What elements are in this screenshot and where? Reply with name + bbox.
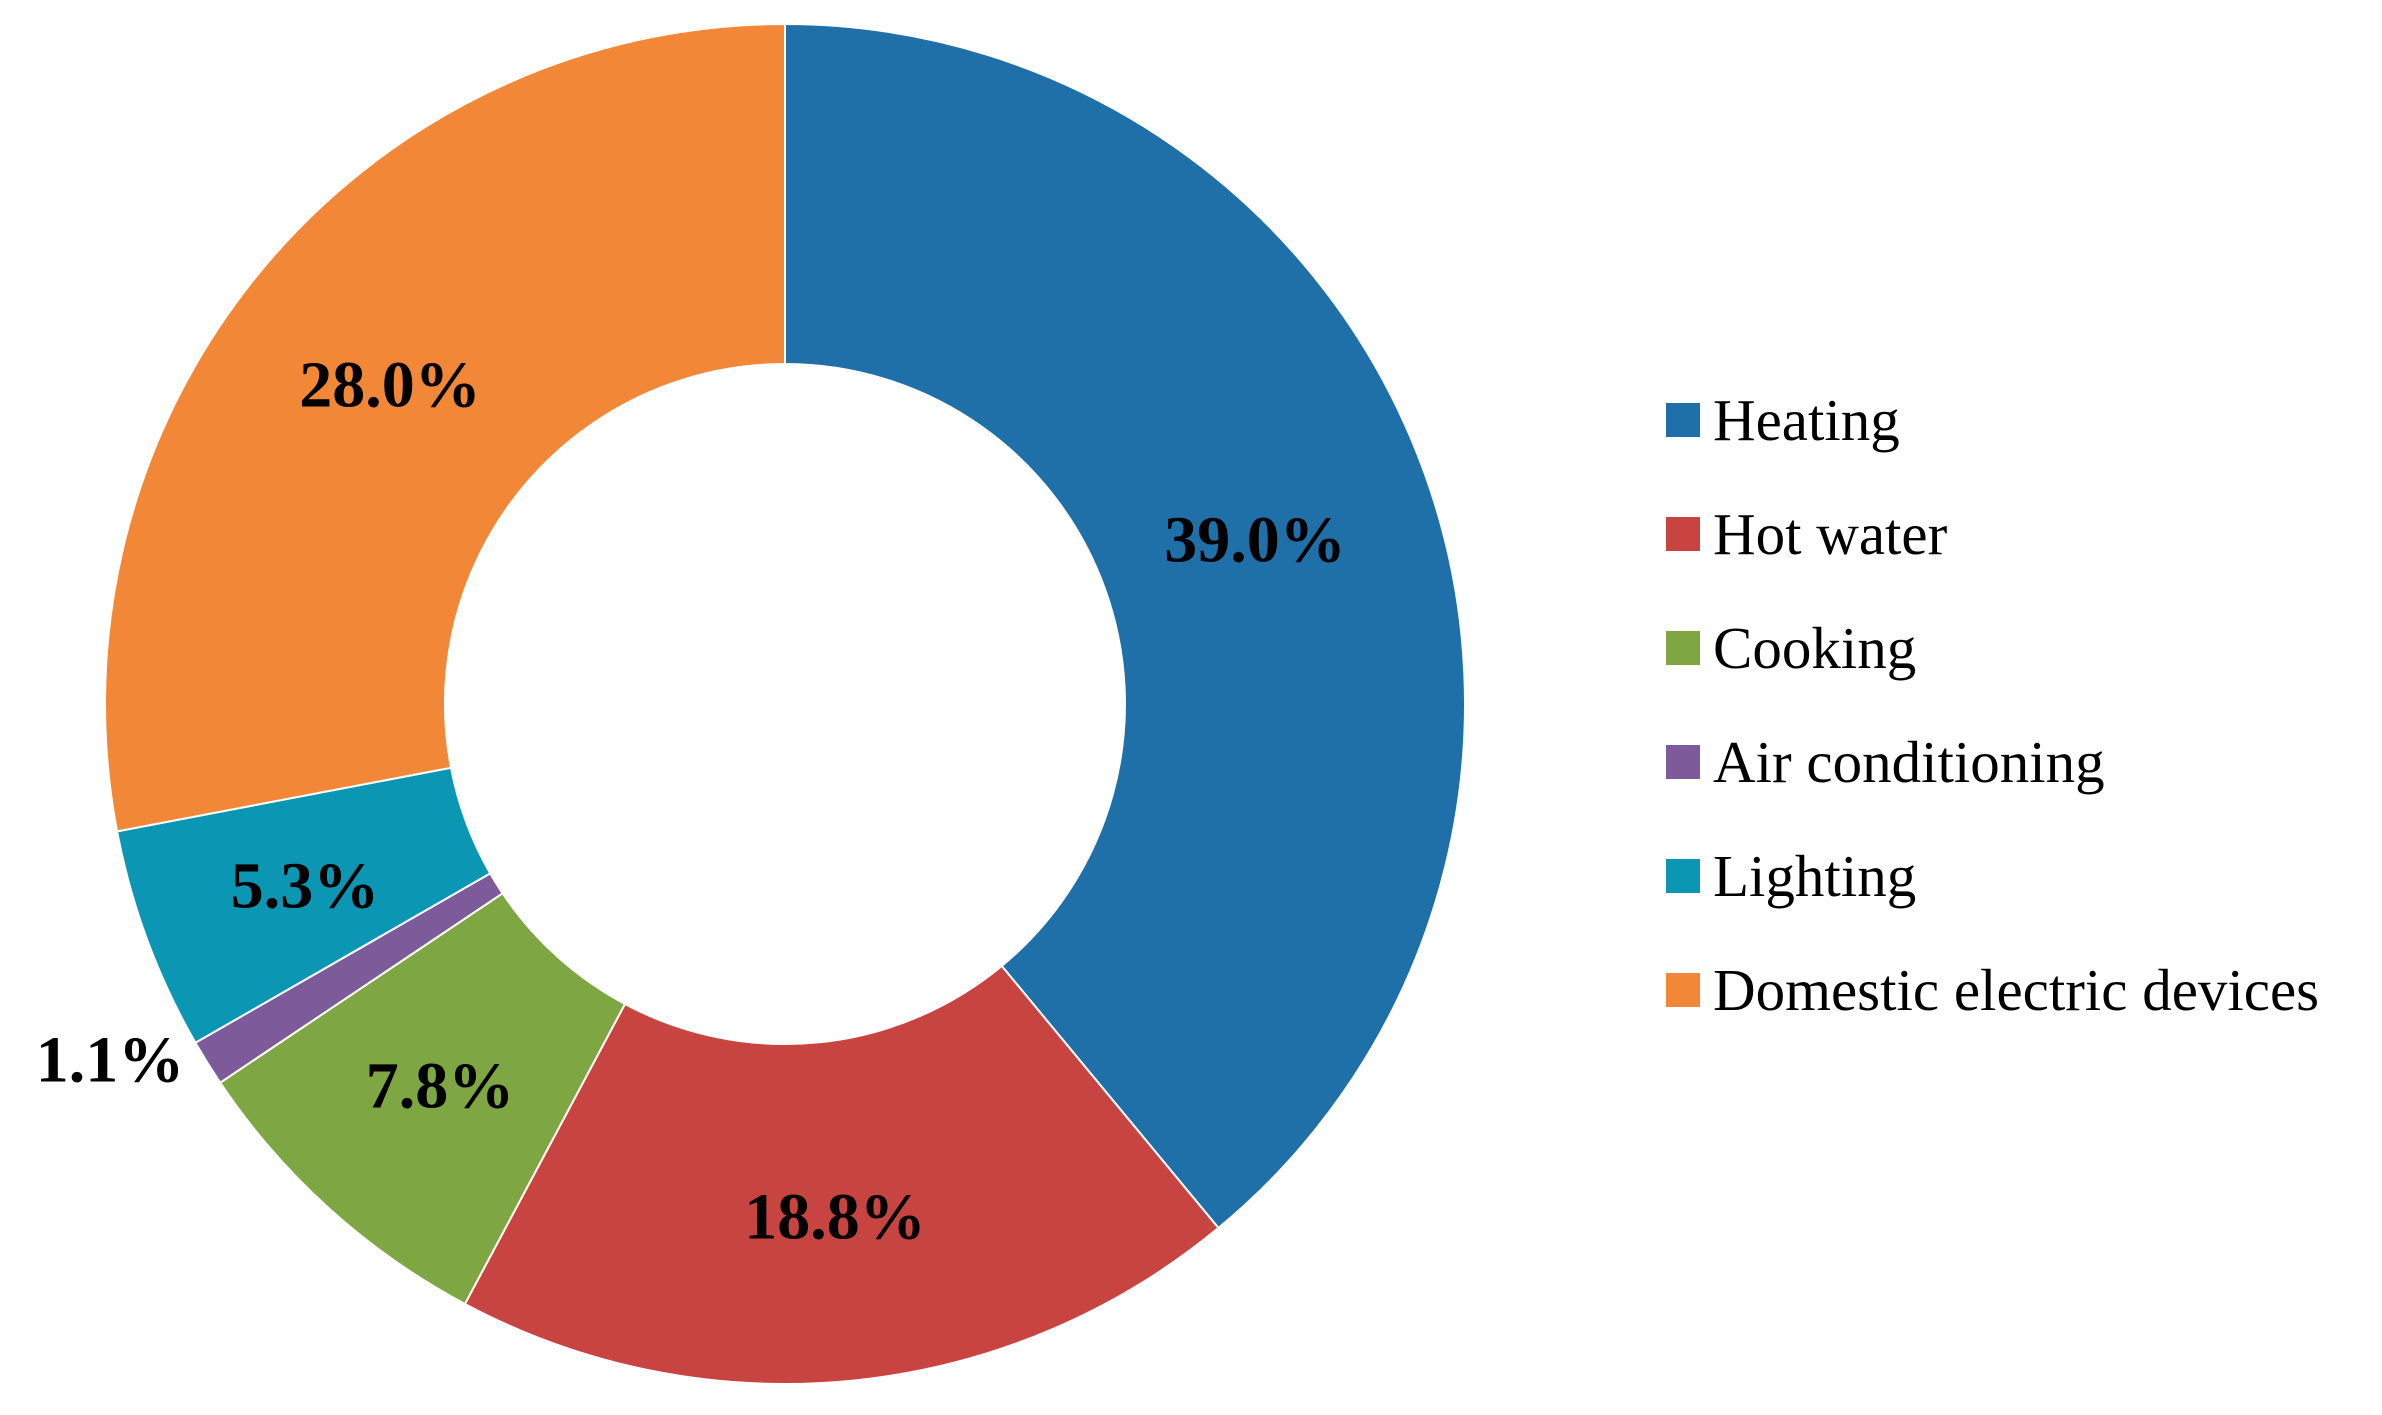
legend-item-heating: Heating [1666,387,1900,453]
legend: Heating Hot water Cooking Air conditioning L… [1666,387,2319,1023]
legend-label-hot-water: Hot water [1713,501,1948,567]
value-label-air-conditioning: 1.1% [36,1024,185,1097]
slice-domestic-electric-devices [104,22,786,833]
value-label-domestic-electric-devices: 28.0% [299,349,481,422]
value-label-hot-water: 18.8% [744,1181,926,1254]
value-label-cooking: 7.8% [366,1050,515,1123]
donut-slices [104,22,1466,1385]
value-label-lighting: 5.3% [231,850,380,923]
legend-label-air-conditioning: Air conditioning [1713,729,2105,795]
legend-swatch-heating [1666,403,1700,437]
legend-label-heating: Heating [1713,387,1900,453]
legend-item-hot-water: Hot water [1666,501,1948,567]
slice-heating [784,22,1466,1230]
legend-item-cooking: Cooking [1666,615,1916,681]
legend-label-cooking: Cooking [1713,615,1916,681]
legend-swatch-hot-water [1666,517,1700,551]
legend-item-air-conditioning: Air conditioning [1666,729,2105,795]
value-labels: 39.0% 18.8% 7.8% 1.1% 5.3% 28.0% [36,349,1346,1254]
legend-label-domestic-electric-devices: Domestic electric devices [1713,957,2319,1023]
legend-swatch-lighting [1666,859,1700,893]
legend-swatch-air-conditioning [1666,745,1700,779]
slice-hot-water [463,964,1220,1385]
slice-cooking [218,891,627,1306]
legend-swatch-domestic-electric-devices [1666,973,1700,1007]
legend-label-lighting: Lighting [1713,843,1916,909]
legend-item-lighting: Lighting [1666,843,1916,909]
value-label-heating: 39.0% [1164,504,1346,577]
legend-swatch-cooking [1666,631,1700,665]
legend-item-domestic-electric-devices: Domestic electric devices [1666,957,2319,1023]
